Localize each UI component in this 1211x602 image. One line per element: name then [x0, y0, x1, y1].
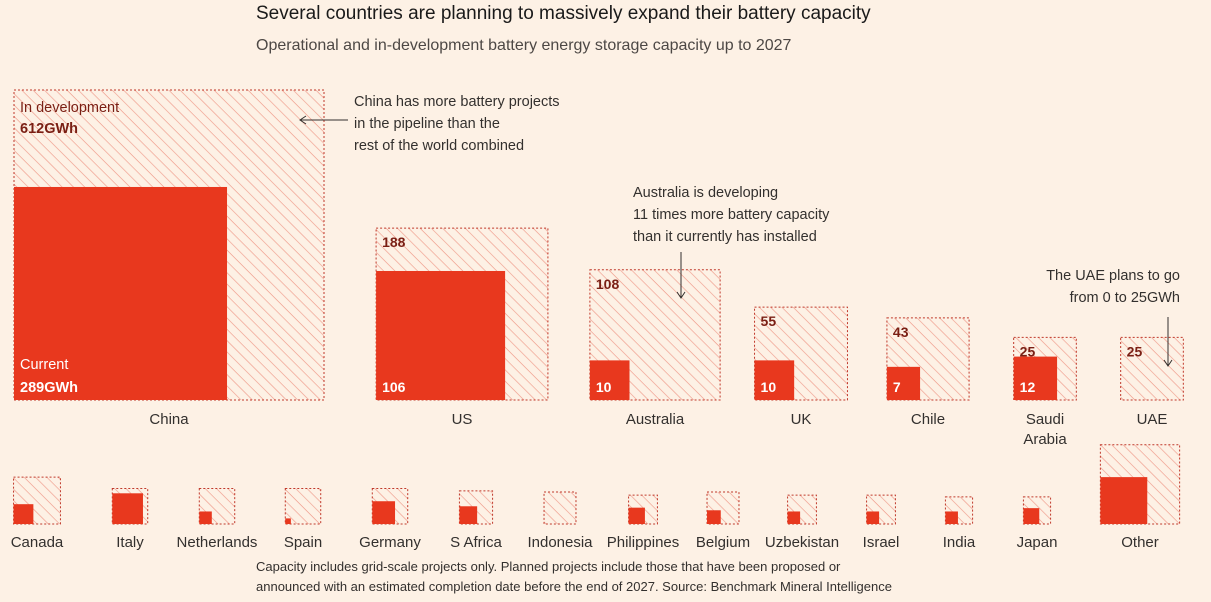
- australia-annotation-line: than it currently has installed: [633, 229, 817, 245]
- current-square-s-africa: [459, 506, 478, 524]
- chart-title: Several countries are planning to massiv…: [256, 3, 871, 24]
- source-line: Capacity includes grid-scale projects on…: [256, 559, 841, 574]
- current-square-uzbekistan: [787, 511, 801, 524]
- australia-annotation-line: Australia is developing: [633, 185, 779, 201]
- uae-annotation-arrowhead: [1163, 359, 1173, 367]
- current-square-netherlands: [199, 511, 212, 524]
- country-label-spain: Spain: [284, 534, 322, 551]
- country-label-uzbekistan: Uzbekistan: [765, 534, 839, 551]
- current-square-japan: [1023, 508, 1040, 524]
- country-label-uk: UK: [791, 411, 812, 428]
- uae-annotation-line: The UAE plans to go: [1046, 268, 1180, 284]
- in-development-value-uae: 25: [1127, 343, 1143, 359]
- current-square-us: [376, 270, 506, 400]
- country-label-belgium: Belgium: [696, 534, 750, 551]
- country-label-india: India: [943, 534, 976, 551]
- country-label-australia: Australia: [626, 411, 685, 428]
- in-development-value-chile: 43: [893, 324, 909, 340]
- current-square-australia: [589, 360, 630, 400]
- country-label-germany: Germany: [359, 534, 421, 551]
- current-square-germany: [372, 501, 396, 524]
- current-square-philippines: [628, 507, 645, 524]
- in-development-square-canada: [13, 476, 61, 525]
- current-value-us: 106: [382, 379, 406, 395]
- in-development-value-saudi-arabia: 25: [1020, 343, 1036, 359]
- in-development-value-us: 188: [382, 234, 406, 250]
- country-label-other: Other: [1121, 534, 1159, 551]
- in-development-value-australia: 108: [596, 276, 620, 292]
- country-label-italy: Italy: [116, 534, 144, 551]
- country-label-canada: Canada: [11, 534, 64, 551]
- current-square-italy: [112, 493, 143, 524]
- country-label-chile: Chile: [911, 411, 945, 428]
- source-note: Capacity includes grid-scale projects on…: [256, 557, 892, 597]
- china-annotation-arrowhead: [299, 115, 307, 125]
- chart-subtitle: Operational and in-development battery e…: [256, 37, 792, 54]
- china-annotation: China has more battery projects in the p…: [354, 91, 560, 157]
- current-square-chile: [886, 366, 921, 400]
- current-square-saudi-arabia: [1013, 356, 1058, 400]
- country-label-indonesia: Indonesia: [527, 534, 593, 551]
- in-development-square-spain: [284, 488, 322, 525]
- current-square-uk: [754, 360, 795, 400]
- country-label-saudi-arabia: Saudi: [1026, 411, 1064, 428]
- in-development-square-indonesia: [543, 491, 577, 525]
- current-square-other: [1100, 477, 1148, 524]
- current-square-india: [945, 511, 958, 524]
- australia-annotation-arrowhead: [676, 291, 686, 299]
- country-label-philippines: Philippines: [607, 534, 680, 551]
- current-square-belgium: [707, 510, 721, 524]
- china-annotation-line: China has more battery projects: [354, 94, 560, 110]
- country-label-uae: UAE: [1137, 411, 1168, 428]
- in-development-value-china: 612GWh: [20, 121, 78, 137]
- current-square-spain: [285, 518, 291, 524]
- current-value-saudi-arabia: 12: [1020, 379, 1036, 395]
- country-label-china: China: [149, 411, 189, 428]
- china-annotation-line: rest of the world combined: [354, 138, 525, 154]
- current-square-china: [14, 186, 228, 400]
- country-label-netherlands: Netherlands: [177, 534, 258, 551]
- country-label-us: US: [452, 411, 473, 428]
- source-line: announced with an estimated completion d…: [256, 579, 892, 594]
- current-value-australia: 10: [596, 379, 612, 395]
- current-square-canada: [13, 504, 34, 524]
- china-annotation-line: in the pipeline than the: [354, 116, 500, 132]
- australia-annotation: Australia is developing 11 times more ba…: [633, 182, 829, 248]
- current-value-china: 289GWh: [20, 380, 78, 396]
- country-label-saudi-arabia: Arabia: [1023, 431, 1067, 448]
- in-development-square-israel: [866, 494, 896, 525]
- in-development-square-uae: [1120, 336, 1184, 401]
- current-legend-label: Current: [20, 357, 68, 373]
- in-development-value-uk: 55: [761, 313, 777, 329]
- current-square-israel: [866, 511, 880, 524]
- annotation-arrows: [299, 115, 1173, 367]
- current-value-uk: 10: [761, 379, 777, 395]
- country-label-japan: Japan: [1017, 534, 1058, 551]
- country-label-israel: Israel: [863, 534, 900, 551]
- australia-annotation-line: 11 times more battery capacity: [633, 207, 830, 223]
- uae-annotation-line: from 0 to 25GWh: [1069, 290, 1180, 306]
- current-value-chile: 7: [893, 379, 901, 395]
- country-label-s-africa: S Africa: [450, 534, 502, 551]
- in-development-legend-label: In development: [20, 100, 119, 116]
- uae-annotation: The UAE plans to go from 0 to 25GWh: [1000, 265, 1180, 309]
